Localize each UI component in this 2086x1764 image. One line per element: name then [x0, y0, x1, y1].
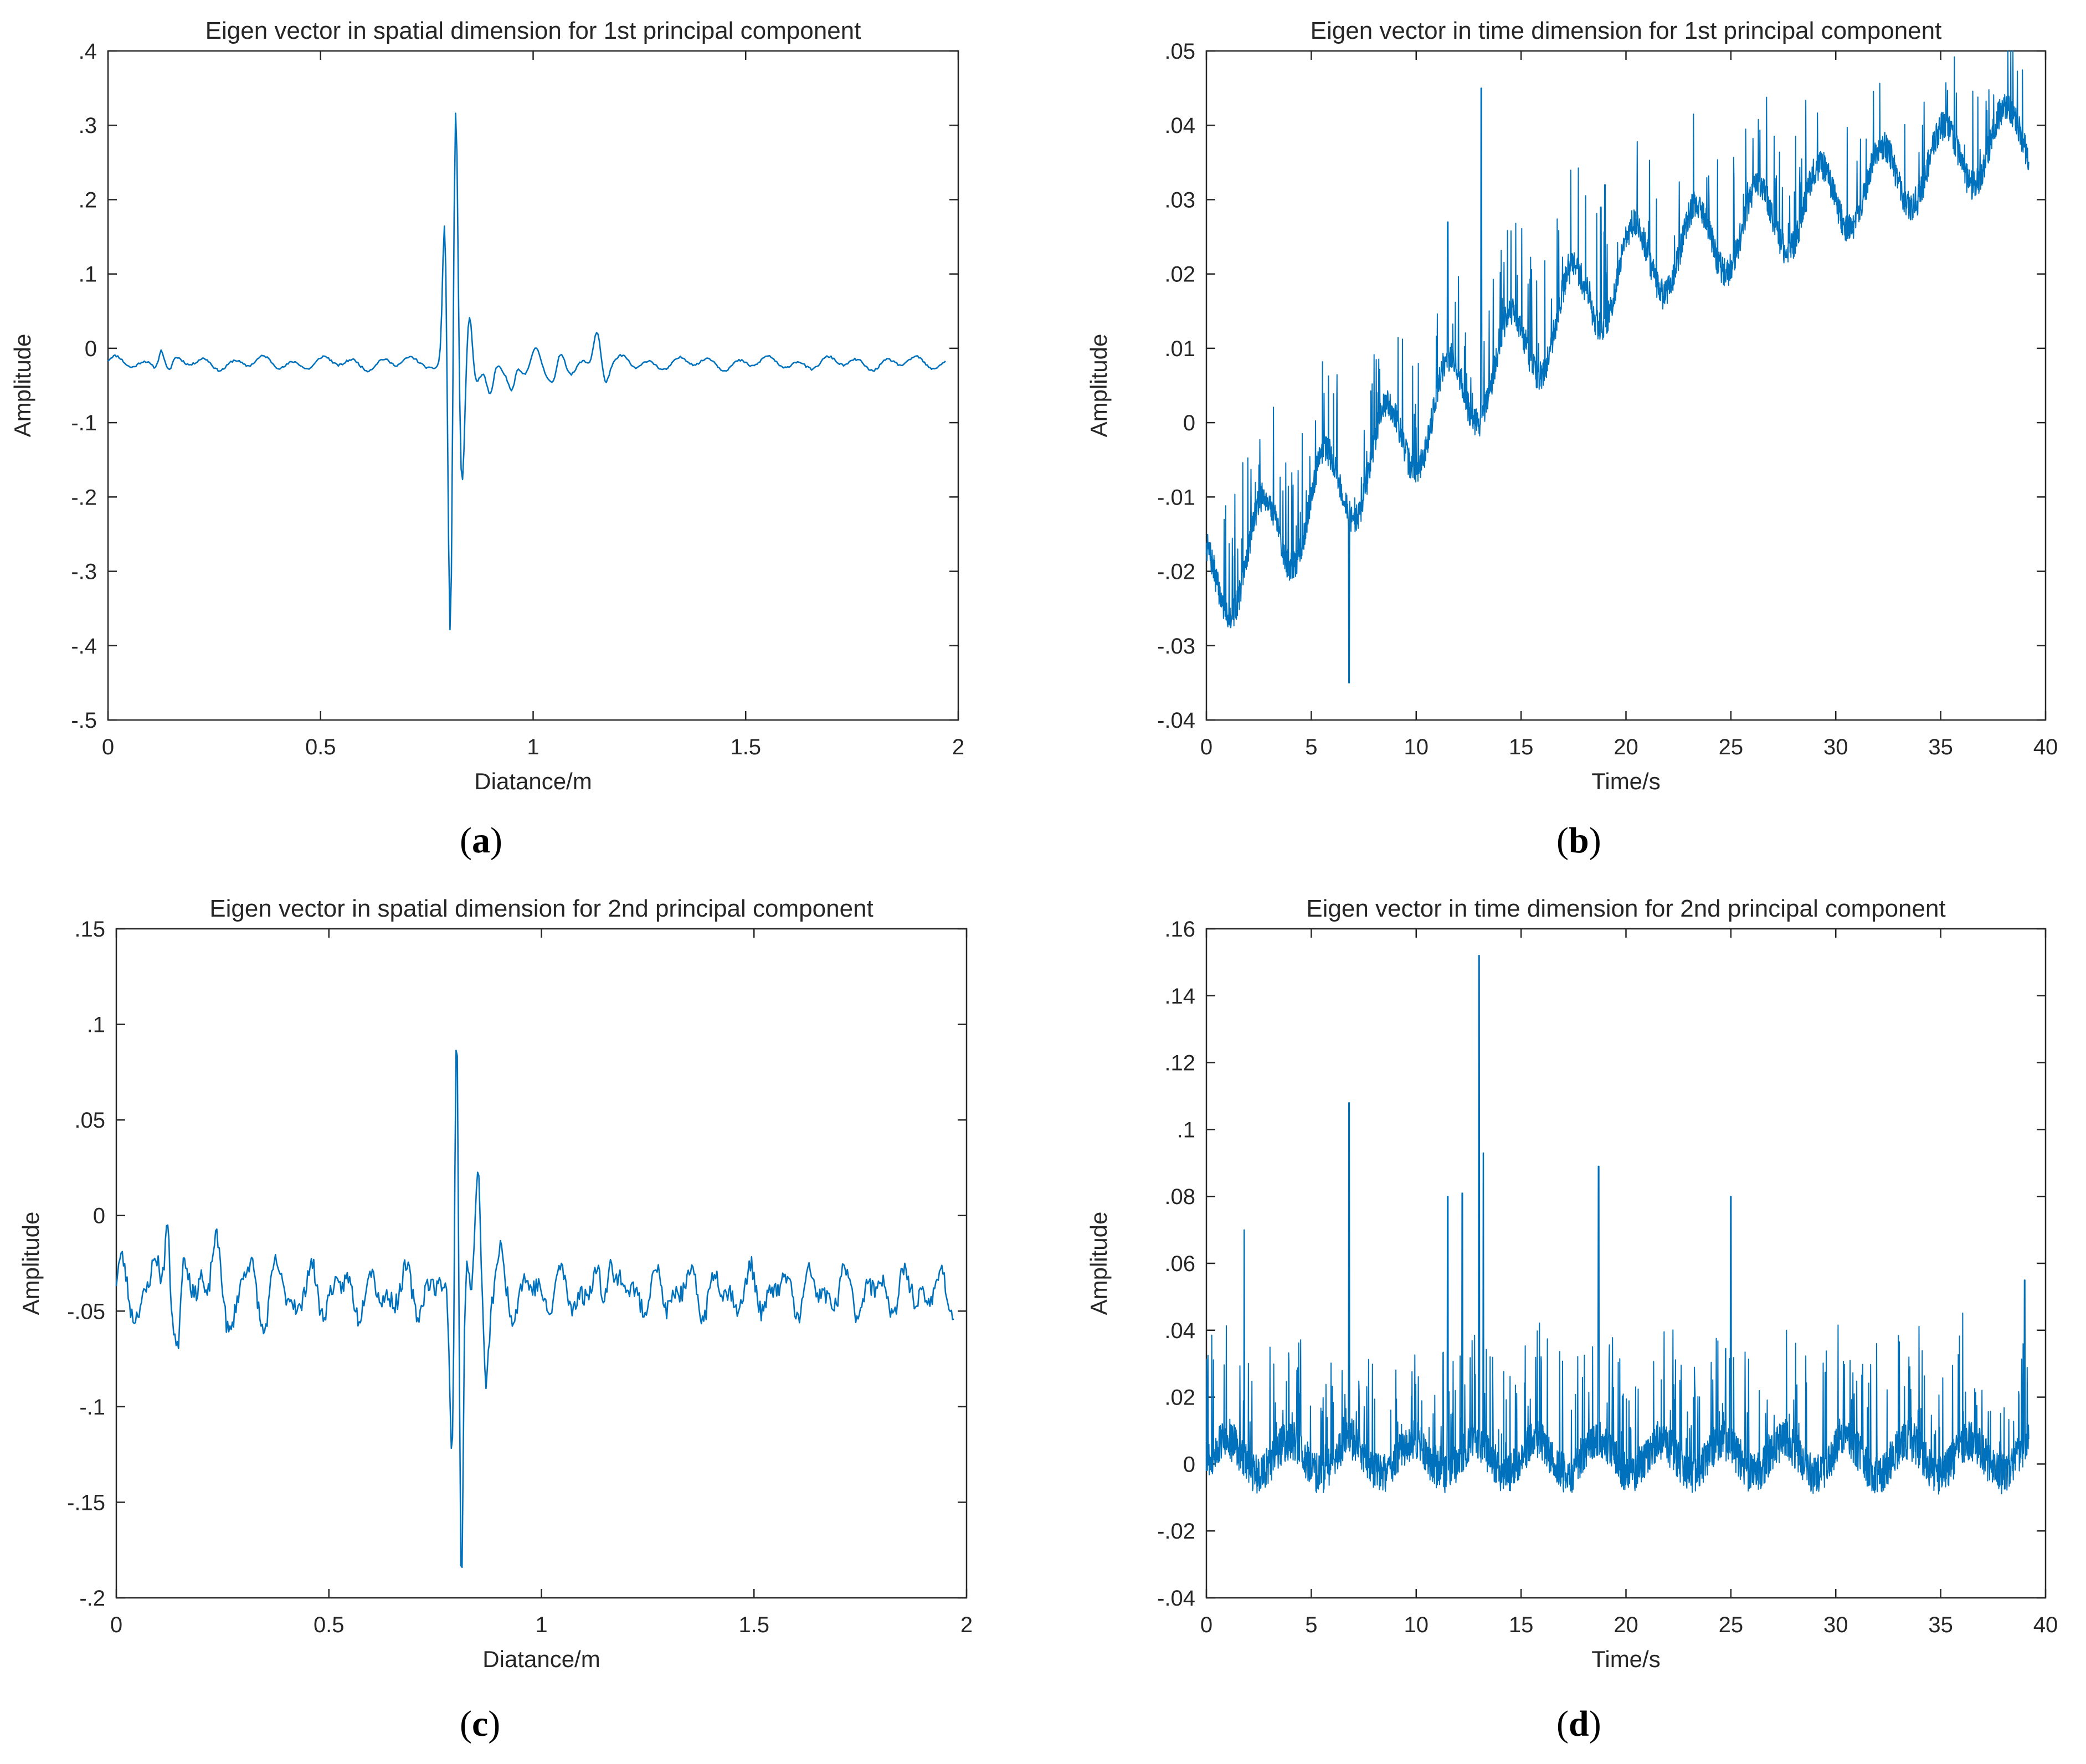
- sublabel-c: (c): [460, 1704, 501, 1744]
- y-axis-label: Amplitude: [18, 1212, 44, 1315]
- y-tick-label: -.4: [71, 634, 97, 659]
- x-tick-label: 25: [1719, 1613, 1744, 1637]
- y-tick-label: -.15: [67, 1490, 105, 1515]
- x-tick-label: 0: [1200, 1613, 1212, 1637]
- y-tick-label: -.04: [1157, 1586, 1195, 1611]
- x-tick-label: 5: [1305, 735, 1317, 759]
- panel-c: 0 0.5 1 1.5 2 -.2 -.15 -.1 -.05 0 .05 .1 .15 Eigen ve…: [0, 878, 1043, 1675]
- y-axis-label: Amplitude: [1086, 334, 1112, 438]
- y-tick-label: .15: [74, 917, 105, 942]
- y-tick-label: 0: [1183, 1452, 1195, 1477]
- sublabel-a: (a): [460, 820, 502, 861]
- x-tick-label: 1.5: [730, 735, 761, 759]
- y-tick-label: .02: [1164, 1386, 1195, 1410]
- y-tick-label: .2: [79, 188, 97, 212]
- y-tick-label: 0: [93, 1204, 105, 1228]
- x-tick-label: 15: [1509, 735, 1534, 759]
- x-tick-label: 1: [535, 1613, 547, 1637]
- x-tick-label: 0: [102, 735, 114, 759]
- panel-b: 0 5 10 15 20 25 30 35 40 -.04 -.03 -.02 -.01 0 .01 .02.…: [1043, 0, 2086, 798]
- y-tick-label: -.2: [79, 1586, 105, 1611]
- y-tick-label: -.02: [1157, 560, 1195, 584]
- y-tick-label: .05: [1164, 39, 1195, 64]
- x-tick-label: 20: [1614, 1613, 1638, 1637]
- y-tick-label: -.05: [67, 1299, 105, 1324]
- chart-title: Eigen vector in time dimension for 2nd p…: [1306, 895, 1945, 922]
- x-tick-label: 30: [1823, 735, 1848, 759]
- x-tick-label: 25: [1719, 735, 1744, 759]
- plot-area: [1205, 928, 2047, 1599]
- x-tick-label: 0: [1200, 735, 1212, 759]
- y-tick-label: -.04: [1157, 708, 1195, 733]
- x-axis-label: Time/s: [1591, 768, 1660, 794]
- x-axis-label: Diatance/m: [482, 1646, 600, 1672]
- sublabel-d: (d): [1556, 1704, 1601, 1744]
- y-tick-label: .04: [1164, 1319, 1195, 1343]
- x-tick-label: 15: [1509, 1613, 1534, 1637]
- x-tick-label: 40: [2033, 735, 2058, 759]
- series-line: [1206, 955, 2030, 1495]
- y-tick-label: .14: [1164, 984, 1195, 1009]
- x-tick-label: 35: [1928, 1613, 1953, 1637]
- chart-a: 0 0.5 1 1.5 2 -.5 -.4 -.3 -.2 -.1 0 .1 .2 .3 .4 Eigen v…: [9, 17, 964, 794]
- x-axis-label: Diatance/m: [474, 768, 592, 794]
- chart-d: 0 5 10 15 20 25 30 35 40 -.04 -.02 0 .02 .04 .06 .08 .1.…: [1086, 895, 2058, 1672]
- x-tick-label: 0.5: [314, 1613, 345, 1637]
- panel-d: 0 5 10 15 20 25 30 35 40 -.04 -.02 0 .02 .04 .06 .08 .1.…: [1043, 878, 2086, 1675]
- y-tick-label: -.01: [1157, 485, 1195, 510]
- y-tick-label: .4: [79, 39, 97, 64]
- y-tick-label: -.2: [71, 485, 97, 510]
- series-line: [1206, 50, 2030, 683]
- y-tick-label: .06: [1164, 1252, 1195, 1276]
- panel-a: 0 0.5 1 1.5 2 -.5 -.4 -.3 -.2 -.1 0 .1 .2 .3 .4 Eigen v…: [0, 0, 1043, 798]
- plot-area: [115, 928, 968, 1599]
- y-tick-label: .08: [1164, 1185, 1195, 1209]
- plot-area: [107, 50, 959, 721]
- y-tick-label: .3: [79, 114, 97, 138]
- y-tick-label: .16: [1164, 917, 1195, 942]
- x-tick-label: 1.5: [738, 1613, 769, 1637]
- y-tick-label: 0: [1183, 411, 1195, 435]
- y-axis-label: Amplitude: [1086, 1212, 1112, 1315]
- x-tick-label: 10: [1404, 735, 1429, 759]
- x-tick-label: 20: [1614, 735, 1638, 759]
- x-tick-label: 0: [110, 1613, 122, 1637]
- x-tick-label: 10: [1404, 1613, 1429, 1637]
- y-tick-label: .1: [1177, 1118, 1195, 1142]
- y-tick-label: .02: [1164, 263, 1195, 287]
- x-tick-label: 0.5: [305, 735, 336, 759]
- y-tick-label: .01: [1164, 337, 1195, 361]
- y-tick-label: .05: [74, 1108, 105, 1133]
- chart-title: Eigen vector in spatial dimension for 1s…: [205, 17, 861, 44]
- x-tick-label: 2: [960, 1613, 973, 1637]
- y-axis-label: Amplitude: [9, 334, 35, 438]
- x-tick-label: 2: [952, 735, 964, 759]
- y-tick-label: .1: [87, 1013, 105, 1037]
- x-tick-label: 5: [1305, 1613, 1317, 1637]
- chart-title: Eigen vector in time dimension for 1st p…: [1311, 17, 1942, 44]
- series-line: [107, 112, 946, 631]
- y-tick-label: -.5: [71, 708, 97, 733]
- y-tick-label: 0: [85, 337, 97, 361]
- x-tick-label: 30: [1823, 1613, 1848, 1637]
- x-axis-label: Time/s: [1591, 1646, 1660, 1672]
- y-tick-label: .1: [79, 263, 97, 287]
- y-tick-label: .03: [1164, 188, 1195, 212]
- y-tick-label: .12: [1164, 1051, 1195, 1076]
- x-tick-label: 1: [527, 735, 539, 759]
- sublabel-b: (b): [1556, 820, 1601, 861]
- chart-title: Eigen vector in spatial dimension for 2n…: [209, 895, 873, 922]
- y-tick-label: -.3: [71, 560, 97, 584]
- y-tick-label: -.1: [71, 411, 97, 435]
- x-tick-label: 35: [1928, 735, 1953, 759]
- x-tick-label: 40: [2033, 1613, 2058, 1637]
- y-tick-label: .04: [1164, 114, 1195, 138]
- y-tick-label: -.02: [1157, 1519, 1195, 1544]
- series-line: [115, 1050, 954, 1568]
- chart-c: 0 0.5 1 1.5 2 -.2 -.15 -.1 -.05 0 .05 .1 .15 Eigen ve…: [18, 895, 973, 1672]
- y-tick-label: -.1: [79, 1395, 105, 1420]
- y-tick-label: -.03: [1157, 634, 1195, 659]
- chart-b: 0 5 10 15 20 25 30 35 40 -.04 -.03 -.02 -.01 0 .01 .02.…: [1086, 17, 2058, 794]
- plot-area: [1205, 50, 2047, 721]
